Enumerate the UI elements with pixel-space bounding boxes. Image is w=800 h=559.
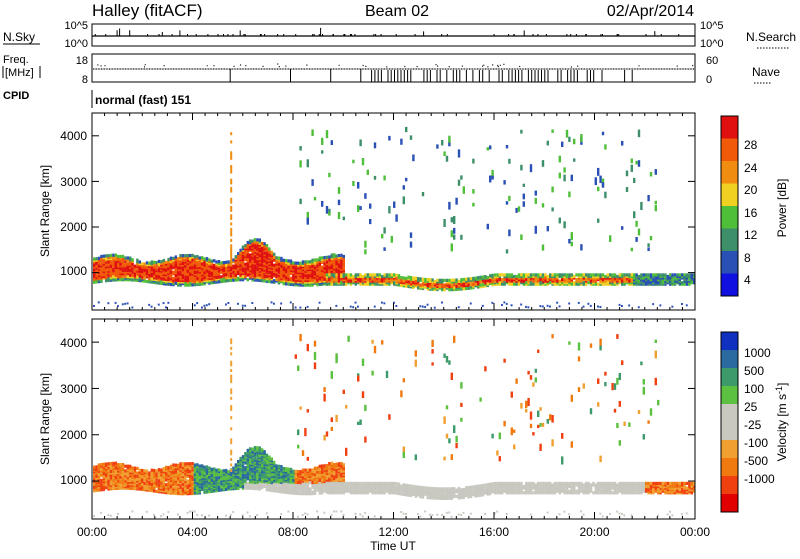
freq-tick-top: 18 (76, 55, 88, 67)
power-ylabel: Slant Range [km] (38, 165, 52, 257)
nave-tick-bottom: 0 (706, 74, 712, 86)
power-ytick-4000: 4000 (60, 129, 87, 143)
nave-label: Nave (752, 65, 780, 79)
vel-cbar-tick-1000: 1000 (744, 346, 771, 360)
vel-cbar-tick-m100: -100 (744, 436, 768, 450)
date-title: 02/Apr/2014 (607, 3, 694, 20)
power-ytick-1000: 1000 (60, 264, 87, 278)
power-cbar-label: Power [dB] (775, 179, 789, 238)
xtick-2400: 00:00 (680, 525, 710, 539)
velocity-panel (92, 319, 695, 519)
velocity-colorbar (721, 332, 738, 512)
freq-label-1: Freq. (3, 54, 29, 66)
vel-ytick-2000: 2000 (60, 428, 87, 442)
vel-cbar-tick-500: 500 (744, 364, 764, 378)
nsearch-label: N.Search (746, 30, 796, 44)
xtick-0400: 04:00 (177, 525, 207, 539)
nsearch-tick-top: 10^5 (700, 20, 724, 32)
nsky-panel (92, 24, 695, 46)
xtick-0000: 00:00 (77, 525, 107, 539)
vel-ytick-3000: 3000 (60, 382, 87, 396)
power-panel (92, 113, 695, 310)
nsky-label: N.Sky (3, 30, 35, 44)
vel-cbar-tick-m25: -25 (744, 418, 762, 432)
power-cbar-tick-24: 24 (744, 161, 758, 175)
nsky-tick-bottom: 10^0 (64, 38, 88, 50)
cpid-label: CPID (3, 90, 29, 102)
nsearch-tick-bottom: 10^0 (700, 38, 724, 50)
vel-cbar-label: Velocity [m s-1] (774, 383, 789, 462)
power-ytick-3000: 3000 (60, 175, 87, 189)
power-ytick-2000: 2000 (60, 220, 87, 234)
station-title: Halley (fitACF) (92, 1, 203, 20)
power-cbar-tick-8: 8 (744, 251, 751, 265)
vel-cbar-tick-m500: -500 (744, 454, 768, 468)
velocity-ylabel: Slant Range [km] (38, 373, 52, 465)
vel-cbar-tick-m1000: -1000 (744, 472, 775, 486)
freq-panel (92, 54, 696, 82)
nave-tick-top: 60 (706, 55, 718, 67)
nsky-tick-top: 10^5 (64, 20, 88, 32)
power-cbar-tick-16: 16 (744, 206, 758, 220)
xlabel: Time UT (370, 539, 416, 553)
xtick-1600: 16:00 (479, 525, 509, 539)
freq-label-2: [MHz] (5, 67, 34, 79)
freq-tick-bottom: 8 (82, 74, 88, 86)
vel-cbar-tick-100: 100 (744, 382, 764, 396)
beam-title: Beam 02 (365, 3, 429, 20)
xtick-2000: 20:00 (579, 525, 609, 539)
power-cbar-tick-4: 4 (744, 273, 751, 287)
xtick-1200: 12:00 (378, 525, 408, 539)
power-cbar-tick-28: 28 (744, 138, 758, 152)
power-cbar-tick-20: 20 (744, 183, 758, 197)
vel-ytick-4000: 4000 (60, 336, 87, 350)
vel-cbar-tick-25: 25 (744, 400, 758, 414)
power-cbar-tick-12: 12 (744, 228, 758, 242)
xtick-0800: 08:00 (278, 525, 308, 539)
cpid-value: normal (fast) 151 (95, 93, 191, 107)
vel-ytick-1000: 1000 (60, 473, 87, 487)
power-colorbar (721, 116, 738, 296)
